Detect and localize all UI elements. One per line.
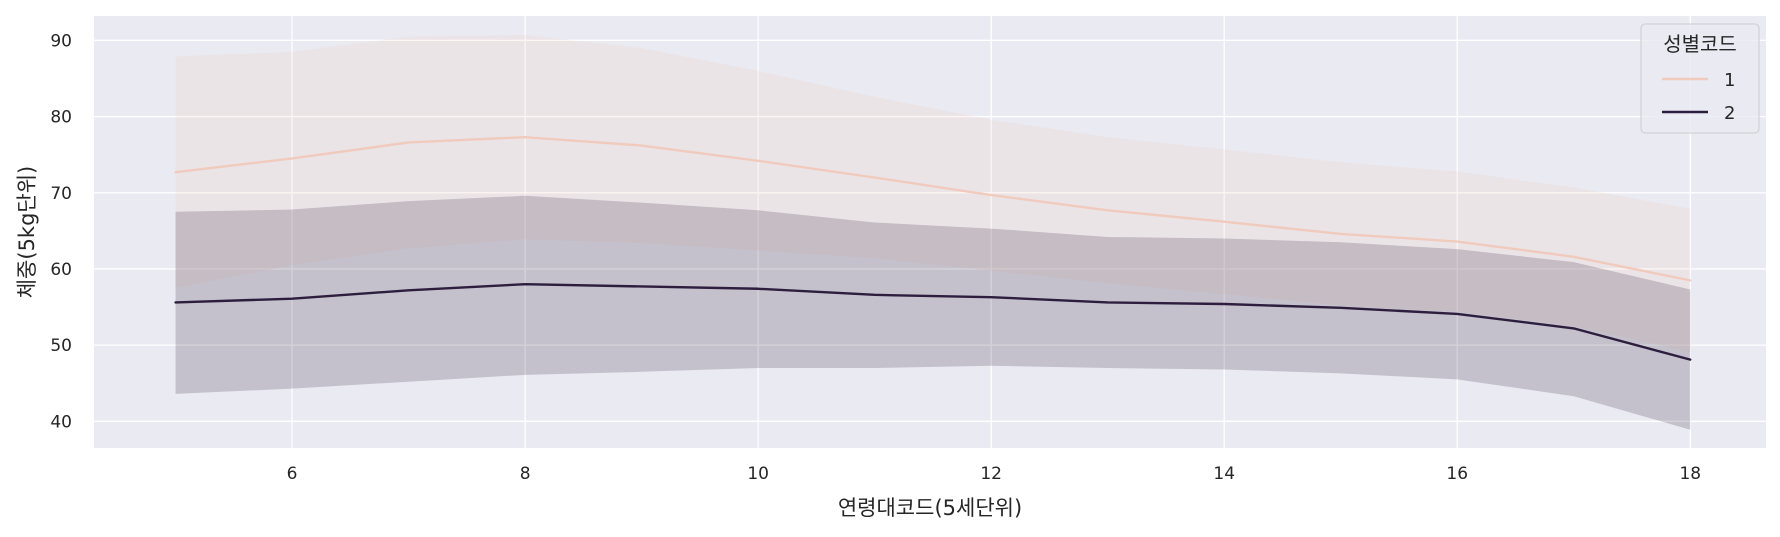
- y-tick-70: 70: [50, 184, 72, 204]
- legend-label-2: 2: [1724, 103, 1735, 124]
- y-tick-60: 60: [50, 260, 72, 280]
- legend-label-1: 1: [1724, 70, 1735, 91]
- band-series-2: [175, 195, 1691, 430]
- plot-background: [94, 16, 1766, 448]
- x-tick-labels: 6 8 10 12 14 16 18: [287, 464, 1701, 484]
- grid: [94, 16, 1766, 448]
- x-tick-14: 14: [1213, 464, 1235, 484]
- y-tick-90: 90: [50, 31, 72, 51]
- legend: 성별코드 1 2: [1640, 23, 1760, 134]
- x-tick-8: 8: [520, 464, 531, 484]
- y-axis-label: 체중(5kg단위): [15, 166, 39, 299]
- x-tick-10: 10: [747, 464, 769, 484]
- legend-title: 성별코드: [1663, 32, 1737, 56]
- y-tick-labels: 40 50 60 70 80 90: [50, 31, 72, 432]
- x-tick-16: 16: [1446, 464, 1468, 484]
- x-tick-6: 6: [287, 464, 298, 484]
- series-lines: [174, 135, 1692, 361]
- line-series-2: [174, 282, 1692, 361]
- x-axis-label: 연령대코드(5세단위): [838, 496, 1022, 520]
- line-series-1: [174, 135, 1692, 282]
- x-tick-12: 12: [980, 464, 1002, 484]
- y-tick-80: 80: [50, 108, 72, 128]
- band-series-1: [175, 35, 1691, 353]
- x-tick-18: 18: [1679, 464, 1701, 484]
- y-tick-40: 40: [50, 412, 72, 432]
- y-tick-50: 50: [50, 336, 72, 356]
- confidence-bands: [175, 35, 1691, 430]
